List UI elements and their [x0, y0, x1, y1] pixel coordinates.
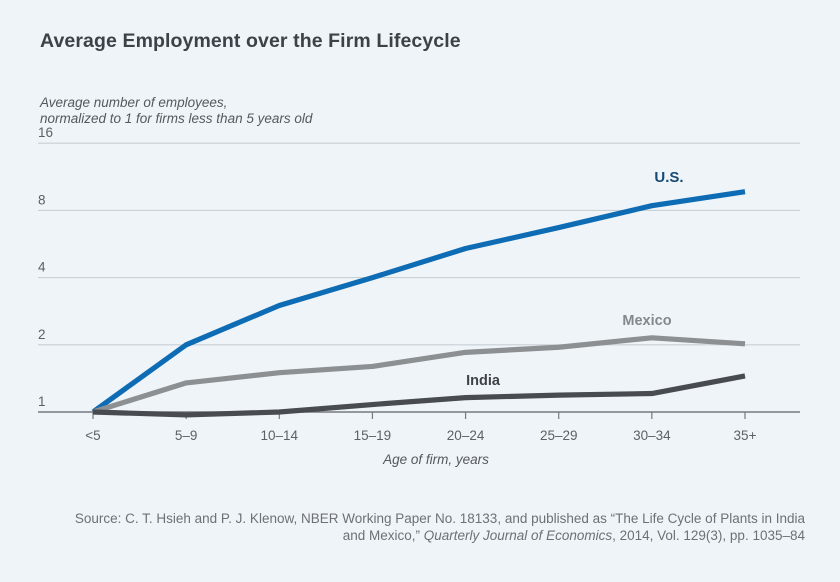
source-journal-name: Quarterly Journal of Economics [423, 528, 613, 543]
x-tick-label-4: 20–24 [447, 428, 485, 443]
series-label-mexico: Mexico [622, 313, 671, 329]
x-tick-label-2: 10–14 [261, 428, 299, 443]
x-tick-label-5: 25–29 [540, 428, 578, 443]
line-chart: 16 8 4 2 1 <5 5–9 10–14 15–19 20–24 25–29 30–34 35+ U… [38, 125, 800, 443]
y-axis-description-line2: normalized to 1 for firms less than 5 ye… [40, 111, 313, 126]
y-tick-label-16: 16 [38, 125, 53, 140]
source-line2: and Mexico,” Quarterly Journal of Econom… [25, 527, 805, 544]
series-label-india: India [466, 373, 501, 389]
y-tick-label-2: 2 [38, 327, 46, 342]
source-line2-prefix: and Mexico,” [342, 528, 424, 543]
chart-title: Average Employment over the Firm Lifecyc… [40, 30, 461, 52]
source-line2-suffix: , 2014, Vol. 129(3), pp. 1035–84 [612, 528, 805, 543]
series-line-mexico [92, 335, 746, 415]
y-axis-description: Average number of employees, normalized … [40, 95, 312, 127]
y-tick-label-1: 1 [38, 394, 46, 409]
x-tick-label-1: 5–9 [175, 428, 198, 443]
series-line-india [92, 373, 746, 418]
y-tick-label-4: 4 [38, 260, 46, 275]
x-tick-label-3: 15–19 [354, 428, 392, 443]
y-axis-description-line1: Average number of employees, [40, 95, 228, 110]
series-line-us [91, 189, 746, 415]
x-axis-title: Age of firm, years [383, 452, 489, 467]
x-tick-label-0: <5 [85, 428, 100, 443]
x-tick-label-7: 35+ [734, 428, 757, 443]
series-label-us: U.S. [654, 169, 683, 186]
source-note: Source: C. T. Hsieh and P. J. Klenow, NB… [25, 510, 805, 544]
y-tick-label-8: 8 [38, 192, 46, 207]
x-tick-label-6: 30–34 [633, 428, 671, 443]
source-line1: Source: C. T. Hsieh and P. J. Klenow, NB… [74, 511, 805, 526]
